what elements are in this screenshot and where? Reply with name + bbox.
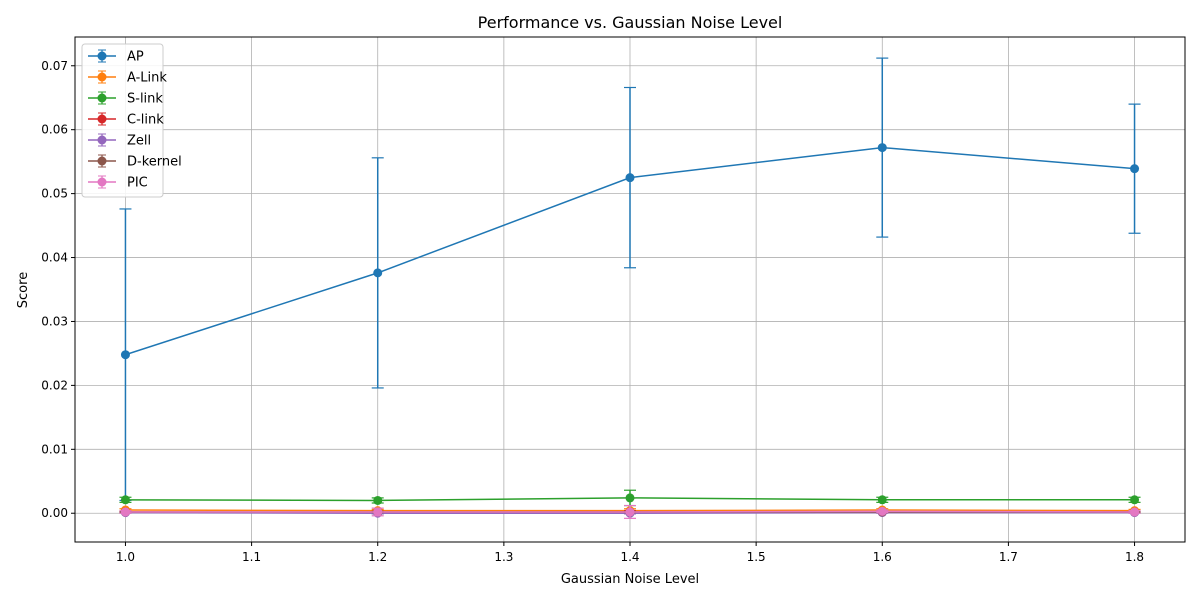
data-point — [120, 495, 130, 505]
y-axis-label: Score — [16, 272, 31, 308]
legend-label: PIC — [127, 176, 148, 191]
y-tick-label: 0.02 — [41, 378, 68, 392]
x-tick-label: 1.4 — [620, 550, 639, 564]
x-tick-label: 1.6 — [873, 550, 892, 564]
legend-item: AP — [88, 49, 144, 65]
data-point — [373, 495, 383, 505]
legend-item: Zell — [88, 133, 151, 149]
x-tick-label: 1.2 — [368, 550, 387, 564]
x-axis-label: Gaussian Noise Level — [561, 572, 699, 587]
x-tick-label: 1.1 — [242, 550, 261, 564]
x-tick-label: 1.5 — [747, 550, 766, 564]
legend-label: AP — [127, 50, 144, 65]
legend-label: Zell — [127, 134, 151, 149]
legend-marker — [97, 156, 107, 166]
legend-item: C-link — [88, 112, 164, 128]
x-tick-label: 1.0 — [116, 550, 135, 564]
data-point — [1130, 164, 1140, 174]
data-point — [625, 493, 635, 503]
data-point — [877, 495, 887, 505]
y-tick-label: 0.01 — [41, 442, 68, 456]
x-tick-label: 1.7 — [999, 550, 1018, 564]
legend-marker — [97, 177, 107, 187]
series-s-link — [119, 489, 1141, 507]
series-pic — [119, 504, 1141, 519]
legend-label: D-kernel — [127, 155, 182, 170]
legend-marker — [97, 114, 107, 124]
x-tick-label: 1.8 — [1125, 550, 1144, 564]
data-point — [1130, 507, 1140, 517]
data-point — [120, 350, 130, 360]
legend-item: PIC — [88, 175, 148, 191]
series-layer — [119, 57, 1141, 519]
legend-marker — [97, 135, 107, 145]
legend: AP A-Link S-link C-link Zell D-kernel PIC — [81, 43, 182, 198]
chart-title: Performance vs. Gaussian Noise Level — [478, 13, 783, 32]
legend-item: S-link — [88, 91, 163, 107]
data-point — [373, 507, 383, 517]
legend-label: S-link — [127, 92, 163, 107]
legend-label: C-link — [127, 113, 164, 128]
data-point — [625, 507, 635, 517]
legend-label: A-Link — [127, 71, 167, 86]
legend-item: D-kernel — [88, 154, 182, 170]
y-tick-label: 0.04 — [41, 251, 68, 265]
x-tick-label: 1.3 — [494, 550, 513, 564]
legend-marker — [97, 51, 107, 61]
data-point — [877, 506, 887, 516]
y-tick-label: 0.06 — [41, 123, 68, 137]
axis-ticks: 1.0 1.1 1.2 1.3 1.4 1.5 1.6 1.7 1.8 0.00 0.01 0.02 0… — [41, 59, 1144, 564]
data-point — [625, 173, 635, 183]
data-point — [120, 507, 130, 517]
y-tick-label: 0.00 — [41, 506, 68, 520]
data-point — [877, 143, 887, 153]
y-tick-label: 0.03 — [41, 314, 68, 328]
series-ap — [119, 57, 1141, 502]
legend-marker — [97, 72, 107, 82]
data-point — [373, 268, 383, 278]
y-tick-label: 0.05 — [41, 187, 68, 201]
data-point — [1130, 495, 1140, 505]
y-tick-label: 0.07 — [41, 59, 68, 73]
legend-marker — [97, 93, 107, 103]
legend-item: A-Link — [88, 70, 167, 86]
